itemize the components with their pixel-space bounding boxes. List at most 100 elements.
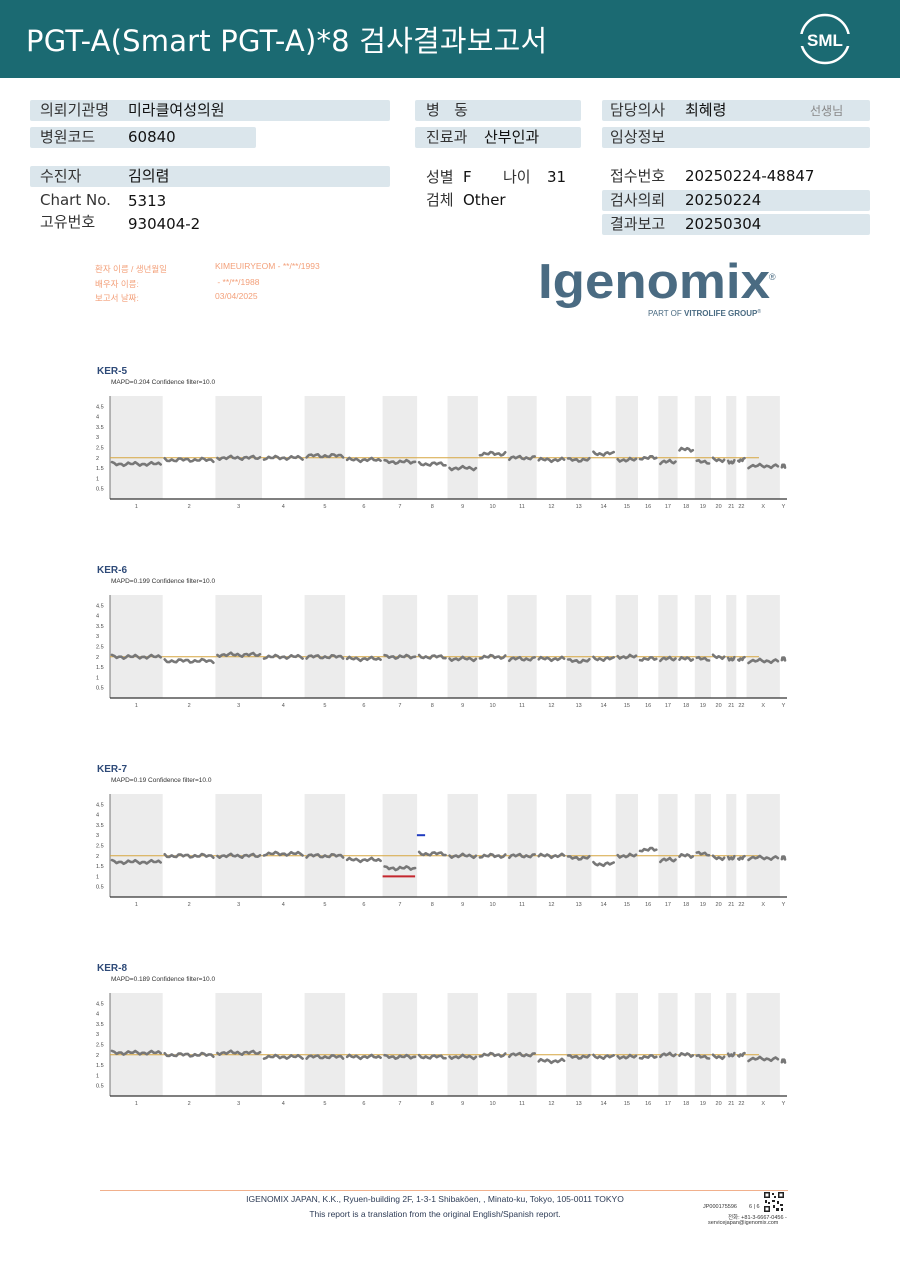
sml-logo: SML [798, 13, 852, 65]
x-tick-label: 5 [323, 703, 326, 709]
data-series-2 [163, 657, 215, 665]
x-tick-label: 16 [645, 1101, 651, 1107]
chromosome-band [507, 396, 537, 499]
data-series-8 [417, 1053, 447, 1060]
chart-title: KER-8 [97, 963, 128, 974]
footer-phone: 전화: +81-3-6667-0456 - [728, 1215, 787, 1221]
x-tick-label: 19 [700, 902, 706, 908]
data-series-X [747, 657, 780, 665]
x-tick-label: 11 [519, 902, 525, 908]
specimen-label: 검체 [426, 191, 454, 209]
data-series-15 [616, 456, 638, 463]
data-series-14 [592, 655, 616, 662]
chromosome-band [658, 595, 678, 698]
y-tick-label: 4.5 [96, 802, 104, 808]
request-label: 검사의뢰 [610, 191, 666, 209]
y-tick-label: 1 [96, 476, 99, 482]
data-series-17 [658, 458, 677, 466]
x-tick-label: 3 [237, 504, 240, 510]
data-series-18 [678, 1052, 695, 1058]
x-tick-label: 6 [362, 902, 365, 908]
chart-subtitle: MAPD=0.19 Confidence filter=10.0 [111, 777, 212, 784]
x-tick-label: 1 [135, 902, 138, 908]
x-tick-label: 13 [576, 504, 582, 510]
chromosome-band [694, 993, 711, 1096]
chromosome-band [304, 396, 346, 499]
y-tick-label: 0.5 [96, 1084, 104, 1090]
y-tick-label: 1 [96, 675, 99, 681]
chromosome-band [615, 396, 638, 499]
chart-no-value: 5313 [128, 192, 167, 210]
data-series-9 [448, 1053, 478, 1061]
x-tick-label: 20 [716, 902, 722, 908]
y-tick-label: 1 [96, 874, 99, 880]
chromosome-band [615, 993, 638, 1096]
y-tick-label: 1.5 [96, 1063, 104, 1069]
registered-mark: ® [769, 272, 776, 282]
institution-row-bg [30, 100, 390, 121]
chart-title: KER-5 [97, 366, 128, 377]
data-series-12 [537, 852, 566, 860]
x-tick-label: 12 [548, 504, 554, 510]
x-tick-label: 16 [645, 504, 651, 510]
y-tick-label: 3.5 [96, 823, 104, 829]
cnv-chart-ker5: 4.5 4 3.5 3 2.5 2 1.5 1 0.5 1 2 3 4 5 6 7 8 9 10 11 12 13 14 15… [90, 366, 790, 526]
chromosome-band [507, 794, 537, 897]
data-series-4 [262, 653, 304, 660]
data-series-13 [566, 657, 591, 664]
x-tick-label: 20 [716, 1101, 722, 1107]
data-series-1 [110, 460, 162, 468]
y-tick-label: 1.5 [96, 665, 104, 671]
chromosome-band [110, 595, 163, 698]
data-series-6 [345, 456, 382, 464]
chromosome-band [215, 396, 262, 499]
dept-label: 진료과 [426, 128, 468, 146]
y-tick-label: 2.5 [96, 844, 104, 850]
x-tick-label: 9 [461, 902, 464, 908]
x-tick-label: 2 [188, 504, 191, 510]
footer-address: IGENOMIX JAPAN, K.K., Ryuen-building 2F,… [246, 1194, 624, 1204]
data-series-10 [478, 852, 507, 859]
x-tick-label: 22 [738, 703, 744, 709]
data-series-16 [638, 846, 658, 853]
x-tick-label: 5 [323, 1101, 326, 1107]
data-series-1 [110, 858, 162, 866]
report-header: PGT-A(Smart PGT-A)*8 검사결과보고서 SML [0, 0, 900, 78]
chromosome-band [215, 794, 262, 897]
data-series-Y [780, 855, 787, 861]
x-tick-label: 18 [683, 703, 689, 709]
patient-name-value: KIMEUIRYEOM - **/**/1993 [215, 261, 320, 271]
report-value: 20250304 [685, 215, 762, 233]
x-tick-label: X [761, 504, 765, 510]
footer-email: servicejapan@igenomix.com [708, 1220, 779, 1226]
data-series-22 [736, 1051, 746, 1058]
data-series-2 [163, 456, 215, 464]
chromosome-band [726, 396, 737, 499]
x-tick-label: 12 [548, 1101, 554, 1107]
y-tick-label: 3 [96, 833, 99, 839]
data-series-22 [736, 456, 746, 463]
data-series-11 [507, 852, 537, 859]
data-series-20 [711, 1053, 726, 1061]
page-number: 6 | 6 [749, 1204, 760, 1210]
chromosome-band [658, 396, 678, 499]
x-tick-label: 8 [431, 1101, 434, 1107]
x-tick-label: 17 [665, 1101, 671, 1107]
data-series-13 [566, 854, 591, 861]
brand-tagline-tm: ® [757, 308, 761, 315]
chromosome-band [615, 794, 638, 897]
x-tick-label: 3 [237, 902, 240, 908]
x-tick-label: 6 [362, 1101, 365, 1107]
clinical-label: 임상정보 [610, 128, 666, 146]
cnv-chart-ker8: 4.5 4 3.5 3 2.5 2 1.5 1 0.5 1 2 3 4 5 6 7 8 9 10 11 12 13 14 15… [90, 963, 790, 1123]
spouse-value: - **/**/1988 [215, 277, 260, 287]
data-series-19 [695, 1053, 711, 1060]
y-tick-label: 3 [96, 1032, 99, 1038]
y-tick-label: 1.5 [96, 466, 104, 472]
id-label: 고유번호 [40, 213, 96, 231]
data-series-13 [566, 456, 591, 463]
chromosome-band [447, 396, 478, 499]
data-series-9 [448, 852, 478, 860]
data-series-X [747, 462, 780, 470]
patient-row-bg [30, 166, 390, 187]
